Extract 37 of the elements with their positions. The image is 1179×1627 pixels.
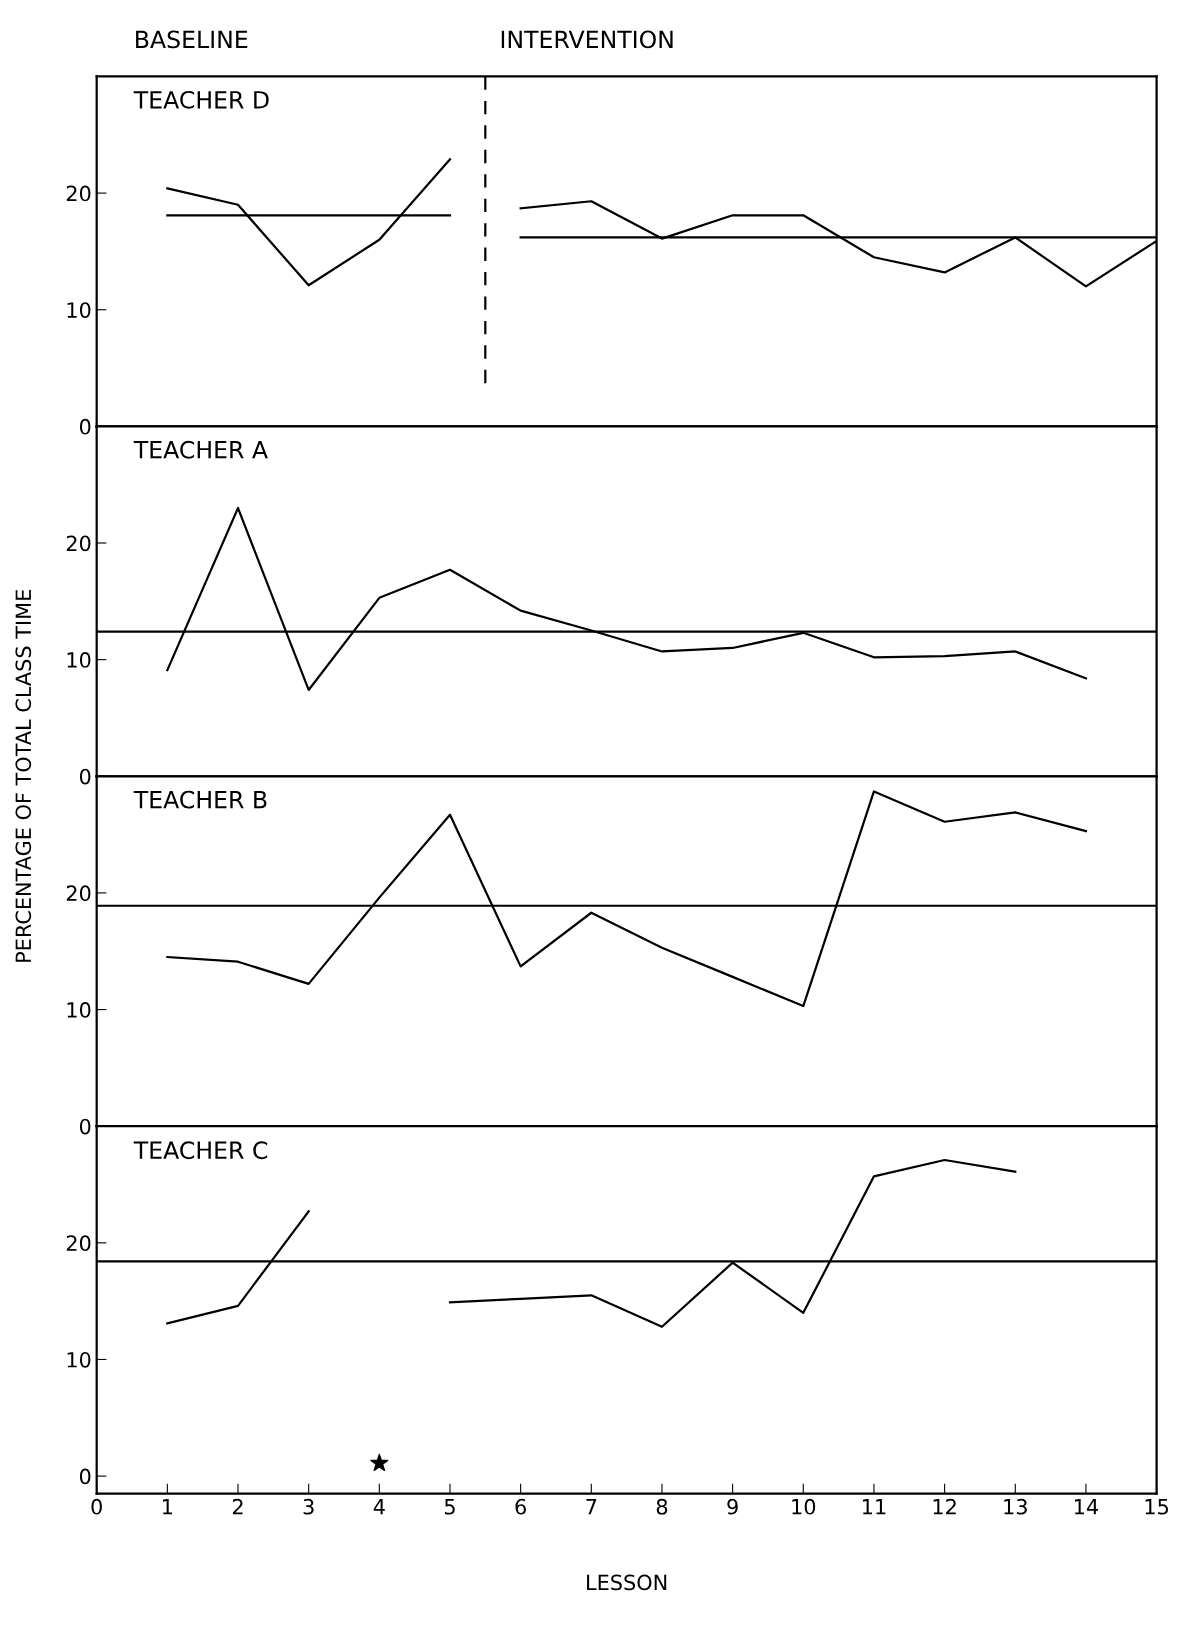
x-tick-label: 8	[656, 1498, 668, 1515]
y-tick-label: 20	[66, 1235, 91, 1252]
x-tick-label: 0	[91, 1498, 102, 1515]
x-tick-label: 11	[862, 1499, 886, 1515]
chart-title: TEACHER D	[133, 90, 269, 109]
x-tick-label: 4	[373, 1499, 385, 1515]
text: BASELINE	[136, 30, 248, 49]
y-tick-label: 10	[67, 1351, 91, 1368]
line-series	[166, 158, 452, 287]
x-tick-label: 5	[444, 1499, 455, 1515]
x-tick-label: 9	[727, 1498, 738, 1515]
y-tick-label: 0	[79, 1468, 91, 1485]
chart-title: TEACHER A	[133, 440, 268, 459]
x-tick-label: 3	[303, 1498, 314, 1515]
x-tick-label: 7	[586, 1499, 597, 1515]
x-tick-label: 14	[1074, 1499, 1099, 1515]
text: TEACHER C	[133, 1141, 268, 1160]
chart-title: TEACHER B	[133, 790, 267, 809]
text: INTERVENTION	[501, 30, 673, 49]
y-axis-title: PERCENTAGE OF TOTAL CLASS TIME	[15, 590, 32, 962]
x-tick-label: 1	[163, 1499, 173, 1515]
x-tick-label: 10	[792, 1498, 816, 1515]
y-tick-label: 10	[67, 302, 91, 318]
x-tick-label: 13	[1004, 1498, 1027, 1515]
y-tick-label: 20	[66, 885, 91, 902]
x-tick-label: 6	[515, 1498, 526, 1515]
x-axis-title: LESSON	[587, 1574, 667, 1591]
y-tick-label: 20	[66, 535, 91, 552]
y-tick-label: 0	[79, 768, 91, 785]
x-tick-label: 12	[933, 1498, 956, 1515]
x-tick-label: 2	[232, 1498, 243, 1515]
y-tick-label: 10	[67, 652, 91, 668]
y-tick-label: 20	[66, 185, 91, 202]
x-tick-label: 15	[1145, 1499, 1169, 1515]
y-tick-label: 10	[67, 1002, 91, 1018]
y-tick-label: 0	[79, 1118, 91, 1135]
y-tick-label: 0	[79, 418, 91, 435]
